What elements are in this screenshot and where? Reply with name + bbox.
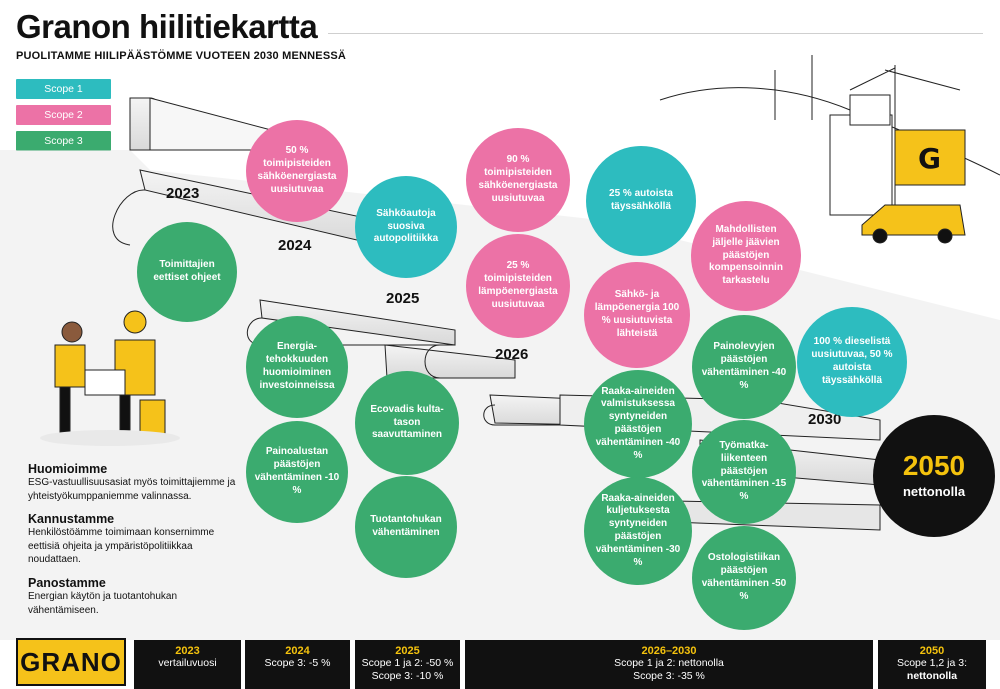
footer-cell-2050: 2050 Scope 1,2 ja 3: nettonolla bbox=[878, 640, 986, 689]
milestone-circle: 25 % autoista täyssähköllä bbox=[586, 146, 696, 256]
footer-label: Scope 1 ja 2: nettonolla bbox=[614, 657, 724, 669]
milestone-circle: 90 % toimipisteiden sähköenergiasta uusi… bbox=[466, 128, 570, 232]
footer-label: Scope 3: -5 % bbox=[264, 657, 331, 669]
year-label-2026: 2026 bbox=[495, 346, 529, 363]
footer-label: Scope 3: -10 % bbox=[371, 670, 444, 683]
svg-text:G: G bbox=[918, 142, 941, 175]
milestone-circle: Ostologistiikan päästöjen vähentäminen -… bbox=[692, 526, 796, 630]
footer-year: 2024 bbox=[285, 645, 310, 657]
footer-label: Scope 1,2 ja 3: bbox=[896, 657, 968, 669]
commitment-text: Henkilöstöämme toimimaan konsernimme eet… bbox=[28, 527, 215, 565]
commitment-heading: Huomioimme bbox=[28, 462, 108, 476]
milestone-circle: 25 % toimipisteiden lämpöenergiasta uusi… bbox=[466, 234, 570, 338]
footer-year: 2025 bbox=[395, 645, 420, 657]
goal-2050-circle: 2050 nettonolla bbox=[873, 415, 995, 537]
milestone-circle: Sähköautoja suosiva autopolitiikka bbox=[355, 176, 457, 278]
page-subtitle: PUOLITAMME HIILIPÄÄSTÖMME VUOTEEN 2030 M… bbox=[16, 50, 347, 62]
milestone-circle: Raaka-aineiden valmistuksessa syntyneide… bbox=[584, 370, 692, 478]
footer-label: nettonolla bbox=[906, 670, 958, 683]
legend-scope2: Scope 2 bbox=[16, 105, 111, 125]
year-label-2023: 2023 bbox=[166, 185, 200, 202]
milestone-circle: Energia-tehokkuuden huomioiminen investo… bbox=[246, 316, 348, 418]
footer-label: Scope 3: -35 % bbox=[633, 670, 705, 683]
milestone-circle: 50 % toimipisteiden sähköenergiasta uusi… bbox=[246, 120, 348, 222]
footer-label: Scope 1 ja 2: -50 % bbox=[361, 657, 454, 669]
grano-logo: GRANO bbox=[16, 638, 126, 686]
footer-cell-2023: 2023 vertailuvuosi bbox=[134, 640, 241, 689]
footer-year: 2023 bbox=[175, 645, 200, 657]
footer-year: 2026–2030 bbox=[641, 645, 697, 657]
milestone-circle: Ecovadis kulta-tason saavuttaminen bbox=[355, 371, 459, 475]
milestone-circle: Painoalustan päästöjen vähentäminen -10 … bbox=[246, 421, 348, 523]
footer-cell-2026-2030: 2026–2030 Scope 1 ja 2: nettonolla Scope… bbox=[465, 640, 873, 689]
commitment-heading: Kannustamme bbox=[28, 512, 115, 526]
milestone-circle: Toimittajien eettiset ohjeet bbox=[137, 222, 237, 322]
milestone-circle: Painolevyjen päästöjen vähentäminen -40 … bbox=[692, 315, 796, 419]
milestone-circle: Raaka-aineiden kuljetuksesta syntyneiden… bbox=[584, 477, 692, 585]
footer-label: vertailuvuosi bbox=[158, 657, 217, 669]
milestone-circle: Sähkö- ja lämpöenergia 100 % uusiutuvist… bbox=[584, 262, 690, 368]
legend-scope3: Scope 3 bbox=[16, 131, 111, 151]
footer-cell-2025: 2025 Scope 1 ja 2: -50 % Scope 3: -10 % bbox=[355, 640, 460, 689]
milestone-circle: Tuotantohukan vähentäminen bbox=[355, 476, 457, 578]
commitment-text: ESG-vastuullisuusasiat myös toimittajiem… bbox=[28, 477, 236, 502]
footer-cell-2024: 2024 Scope 3: -5 % bbox=[245, 640, 350, 689]
milestone-circle: 100 % dieselistä uusiutuvaa, 50 % autois… bbox=[797, 307, 907, 417]
milestone-circle: Työmatka-liikenteen päästöjen vähentämin… bbox=[692, 420, 796, 524]
title-divider bbox=[328, 33, 983, 34]
year-label-2025: 2025 bbox=[386, 290, 420, 307]
year-label-2024: 2024 bbox=[278, 237, 312, 254]
commitment-heading: Panostamme bbox=[28, 576, 106, 590]
commitment-text: Energian käytön ja tuotantohukan vähentä… bbox=[28, 591, 177, 616]
goal-label: nettonolla bbox=[902, 483, 966, 499]
legend-scope1: Scope 1 bbox=[16, 79, 111, 99]
footer-year: 2050 bbox=[919, 645, 945, 657]
milestone-circle: Mahdollisten jäljelle jäävien päästöjen … bbox=[691, 201, 801, 311]
year-label-2030: 2030 bbox=[808, 411, 842, 428]
page-title: Granon hiilitiekartta bbox=[16, 8, 318, 45]
goal-year: 2050 bbox=[902, 449, 966, 481]
